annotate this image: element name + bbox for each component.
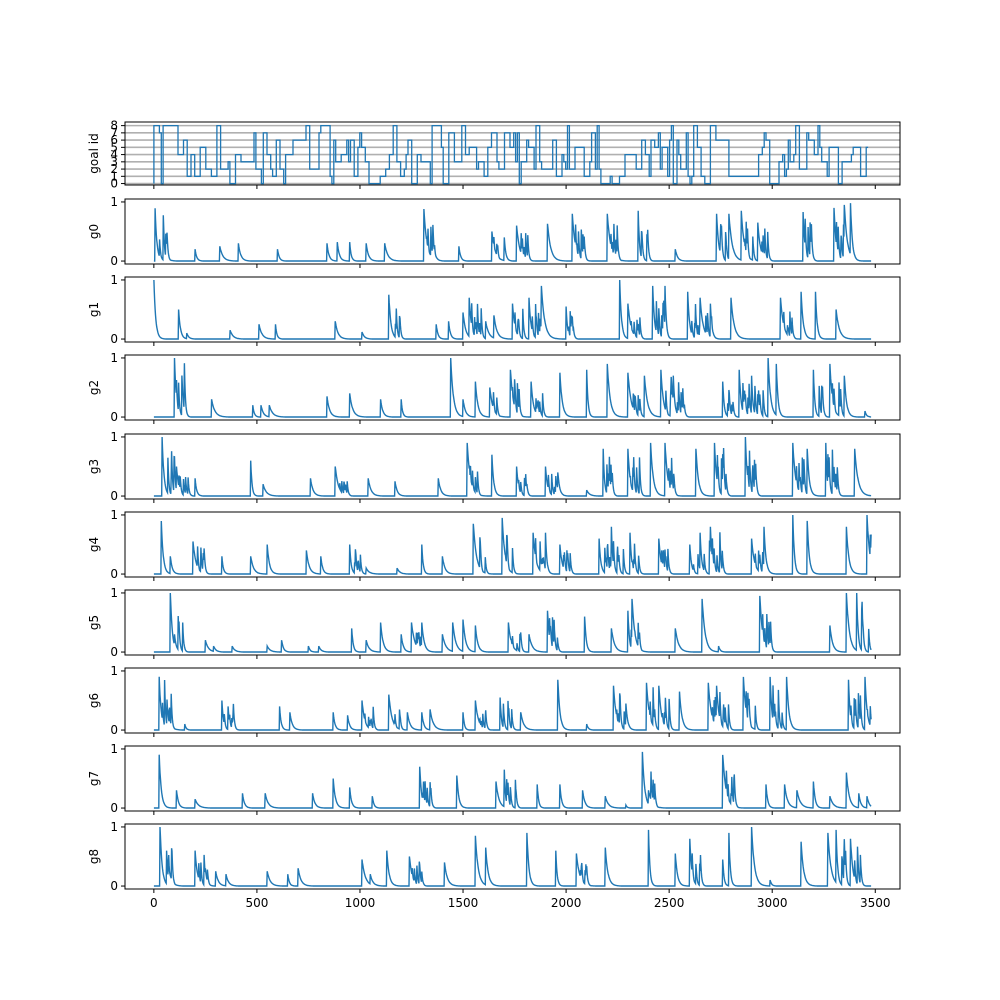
panel-g6-ytick-label: 1 bbox=[110, 664, 118, 678]
panel-g2-ylabel: g2 bbox=[87, 380, 101, 395]
panel-g2-series bbox=[153, 357, 872, 419]
panel-g7-ytick-label: 0 bbox=[110, 801, 118, 815]
panel-g0-series bbox=[153, 203, 872, 263]
panel-g2-ytick-label: 1 bbox=[110, 351, 118, 365]
panel-g8-ytick-label: 0 bbox=[110, 879, 118, 893]
goal-id-ytick-label: 8 bbox=[110, 119, 118, 133]
shared-x-axis: 0 500 1000 1500 2000 2500 3000 3500 bbox=[150, 896, 891, 910]
panel-g4-series bbox=[153, 514, 872, 576]
panel-g7: 0 1 g7 bbox=[87, 742, 901, 815]
panel-g1-ytick-label: 1 bbox=[110, 273, 118, 287]
x-tick-label: 2500 bbox=[654, 896, 685, 910]
x-tick-label: 1500 bbox=[448, 896, 479, 910]
panel-g1-series bbox=[153, 279, 872, 340]
panel-g3: 0 1 g3 bbox=[87, 430, 901, 503]
panel-g3-ylabel: g3 bbox=[87, 459, 101, 474]
panel-g8-frame bbox=[124, 823, 901, 890]
panel-g4: 0 1 g4 bbox=[87, 508, 901, 581]
panel-g3-series bbox=[153, 436, 872, 497]
x-tick-label: 1000 bbox=[345, 896, 376, 910]
goal-id-ylabel: goal id bbox=[87, 133, 101, 173]
goal-id-ytick-label: 1 bbox=[110, 169, 118, 183]
goal-id-ytick-label: 2 bbox=[110, 162, 118, 176]
panel-g3-ytick-label: 1 bbox=[110, 430, 118, 444]
panel-g6-series bbox=[153, 676, 872, 732]
panel-g7-frame bbox=[124, 745, 901, 812]
panel-g4-ytick-label: 1 bbox=[110, 508, 118, 522]
x-tick-label: 3500 bbox=[860, 896, 891, 910]
panel-g6-ylabel: g6 bbox=[87, 693, 101, 708]
panel-g0-ytick-label: 0 bbox=[110, 254, 118, 268]
panel-g3-frame bbox=[124, 433, 901, 500]
panel-g1: 0 1 g1 bbox=[87, 273, 901, 346]
panel-g5-series bbox=[153, 592, 872, 654]
panel-g1-frame bbox=[124, 276, 901, 343]
panel-g8-ylabel: g8 bbox=[87, 849, 101, 864]
panel-g5-ytick-label: 1 bbox=[110, 586, 118, 600]
panel-g3-ytick-label: 0 bbox=[110, 489, 118, 503]
goal-id-ytick-label: 0 bbox=[110, 177, 118, 191]
panel-g5-frame bbox=[124, 589, 901, 656]
panel-g1-ylabel: g1 bbox=[87, 302, 101, 317]
goal-id-ytick-label: 5 bbox=[110, 140, 118, 154]
goal-id-ytick-label: 4 bbox=[110, 148, 118, 162]
panel-g7-ylabel: g7 bbox=[87, 771, 101, 786]
panel-g4-frame bbox=[124, 511, 901, 578]
x-tick-label: 3000 bbox=[757, 896, 788, 910]
panel-g5: 0 1 g5 bbox=[87, 586, 901, 659]
panel-g6-ytick-label: 0 bbox=[110, 723, 118, 737]
panel-g1-ytick-label: 0 bbox=[110, 332, 118, 346]
panel-g7-ytick-label: 1 bbox=[110, 742, 118, 756]
panel-g7-series bbox=[153, 751, 872, 809]
panel-g0-frame bbox=[124, 198, 901, 265]
panel-g6: 0 1 g6 bbox=[87, 664, 901, 737]
panel-g5-ytick-label: 0 bbox=[110, 645, 118, 659]
panel-g8-series bbox=[153, 826, 872, 888]
panel-g2-frame bbox=[124, 354, 901, 421]
panel-g8: 0 1 g8 bbox=[87, 820, 901, 893]
goal-id-ytick-label: 3 bbox=[110, 155, 118, 169]
x-tick-label: 2000 bbox=[551, 896, 582, 910]
panel-g2: 0 1 g2 bbox=[87, 351, 901, 424]
panel-g4-ylabel: g4 bbox=[87, 537, 101, 552]
goal-id-panel-frame bbox=[124, 121, 901, 186]
panel-g8-ytick-label: 1 bbox=[110, 820, 118, 834]
panel-g0-ylabel: g0 bbox=[87, 224, 101, 239]
panel-g5-ylabel: g5 bbox=[87, 615, 101, 630]
x-tick-label: 0 bbox=[150, 896, 158, 910]
goal-id-ytick-label: 7 bbox=[110, 126, 118, 140]
panel-g0-ytick-label: 1 bbox=[110, 195, 118, 209]
goal-id-ytick-label: 6 bbox=[110, 133, 118, 147]
panel-g2-ytick-label: 0 bbox=[110, 410, 118, 424]
panel-g4-ytick-label: 0 bbox=[110, 567, 118, 581]
x-tick-label: 500 bbox=[245, 896, 268, 910]
goal-id-series bbox=[153, 124, 869, 185]
panel-g0: 0 1 g0 bbox=[87, 195, 901, 268]
panel-g6-frame bbox=[124, 667, 901, 734]
